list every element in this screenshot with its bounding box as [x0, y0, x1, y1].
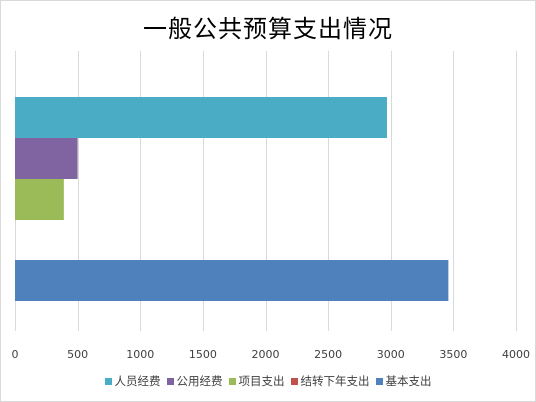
- legend-label-2: 项目支出: [238, 374, 285, 388]
- legend: 人员经费 公用经费 项目支出 结转下年支出 基本支出: [1, 373, 535, 389]
- legend-item-2: 项目支出: [228, 373, 285, 389]
- x-tick-label-0: 0: [12, 348, 19, 361]
- legend-item-1: 公用经费: [166, 373, 223, 389]
- legend-swatch-0: [104, 377, 112, 385]
- x-tick-label-6: 3000: [377, 348, 405, 361]
- x-tick-label-3: 1500: [189, 348, 217, 361]
- legend-item-4: 基本支出: [375, 373, 432, 389]
- legend-label-4: 基本支出: [385, 374, 432, 388]
- legend-label-0: 人员经费: [114, 374, 161, 388]
- legend-swatch-3: [290, 377, 298, 385]
- legend-swatch-4: [375, 377, 383, 385]
- legend-label-1: 公用经费: [176, 374, 223, 388]
- x-tick-label-4: 2000: [252, 348, 280, 361]
- x-tick-label-5: 2500: [314, 348, 342, 361]
- bar-0-1: [15, 138, 78, 179]
- legend-swatch-2: [228, 377, 236, 385]
- bar-0-2: [15, 179, 64, 220]
- legend-label-3: 结转下年支出: [300, 374, 370, 388]
- x-tick-label-1: 500: [67, 348, 88, 361]
- legend-item-3: 结转下年支出: [290, 373, 370, 389]
- legend-swatch-1: [166, 377, 174, 385]
- chart-title: 一般公共预算支出情况: [143, 15, 393, 43]
- bar-1-4: [15, 260, 449, 301]
- bar-0-0: [15, 97, 387, 138]
- x-tick-label-8: 4000: [502, 348, 530, 361]
- x-tick-label-2: 1000: [126, 348, 154, 361]
- x-tick-label-7: 3500: [439, 348, 467, 361]
- plot-area: 0 500 1000 1500 2000 2500 3000 3500 4000: [12, 51, 530, 361]
- legend-item-0: 人员经费: [104, 373, 161, 389]
